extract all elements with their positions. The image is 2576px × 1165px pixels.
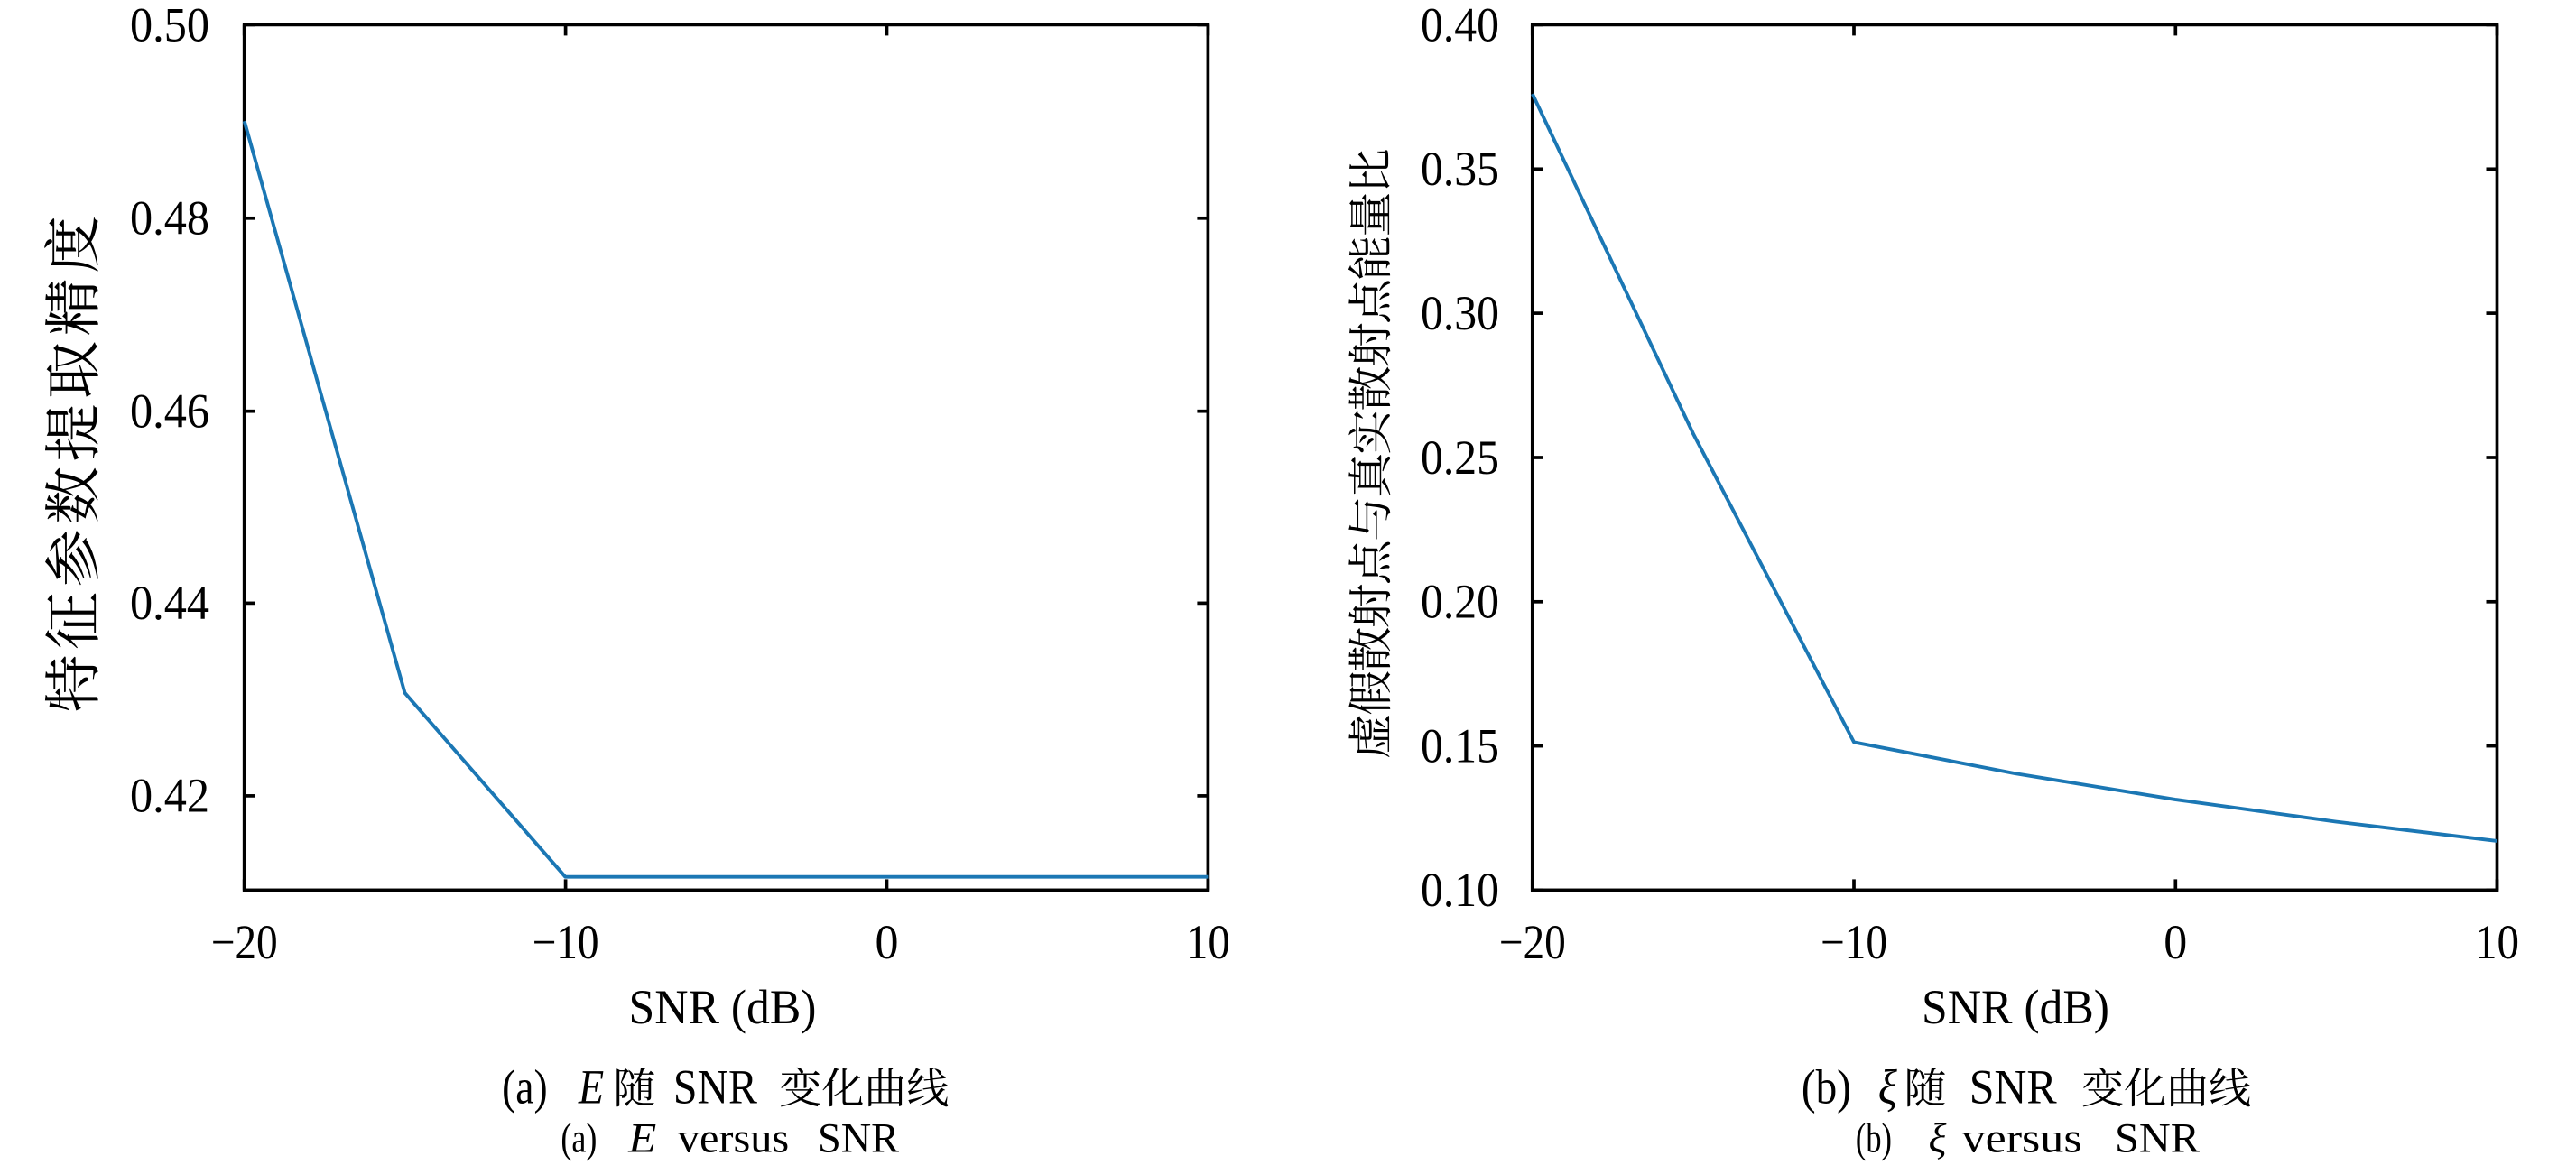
- svg-text:0: 0: [876, 915, 899, 969]
- svg-text:0.48: 0.48: [130, 191, 209, 245]
- svg-text:0.25: 0.25: [1421, 430, 1499, 485]
- svg-text:0.30: 0.30: [1421, 286, 1499, 340]
- svg-text:(b): (b): [1856, 1115, 1892, 1162]
- svg-text:ξ: ξ: [1929, 1115, 1948, 1162]
- svg-text:E: E: [627, 1115, 656, 1162]
- svg-text:−10: −10: [1821, 915, 1887, 969]
- svg-text:(a): (a): [502, 1060, 548, 1114]
- svg-text:0.20: 0.20: [1421, 575, 1499, 629]
- svg-text:SNR: SNR: [673, 1060, 757, 1114]
- svg-text:SNR: SNR: [818, 1115, 900, 1162]
- svg-text:SNR: SNR: [2115, 1115, 2201, 1162]
- svg-text:0: 0: [2164, 915, 2187, 969]
- svg-text:0.46: 0.46: [130, 384, 209, 439]
- svg-text:10: 10: [1186, 915, 1230, 969]
- svg-text:SNR (dB): SNR (dB): [1922, 980, 2109, 1034]
- svg-text:0.10: 0.10: [1421, 863, 1499, 917]
- svg-text:0.50: 0.50: [130, 0, 209, 52]
- svg-text:versus: versus: [678, 1115, 789, 1162]
- svg-text:10: 10: [2475, 915, 2519, 969]
- svg-text:E: E: [578, 1060, 604, 1114]
- svg-text:0.42: 0.42: [130, 769, 209, 823]
- svg-text:0.15: 0.15: [1421, 718, 1499, 772]
- svg-text:versus: versus: [1962, 1115, 2082, 1162]
- svg-text:−20: −20: [211, 915, 278, 969]
- svg-text:(b): (b): [1802, 1060, 1851, 1114]
- svg-text:0.44: 0.44: [130, 576, 209, 630]
- svg-text:SNR: SNR: [1969, 1060, 2057, 1114]
- svg-text:−20: −20: [1499, 915, 1566, 969]
- svg-text:0.35: 0.35: [1421, 142, 1499, 196]
- svg-text:(a): (a): [561, 1115, 597, 1162]
- svg-text:SNR (dB): SNR (dB): [629, 980, 817, 1034]
- svg-text:−10: −10: [533, 915, 599, 969]
- svg-text:ξ: ξ: [1878, 1060, 1898, 1114]
- svg-text:0.40: 0.40: [1421, 0, 1499, 52]
